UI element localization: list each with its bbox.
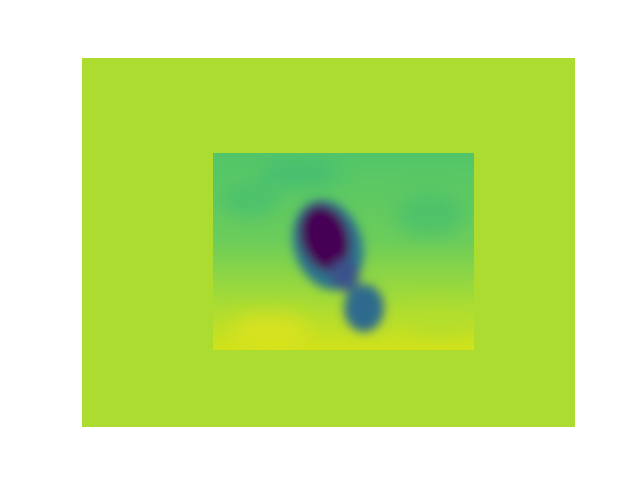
patch xyxy=(220,182,280,218)
patch xyxy=(395,193,465,237)
blob-tail xyxy=(344,284,384,332)
blob xyxy=(292,200,384,332)
heatmap xyxy=(213,153,474,350)
patch xyxy=(410,304,470,336)
patch xyxy=(260,160,340,190)
texture xyxy=(220,160,470,348)
blob-core xyxy=(299,204,351,272)
patch xyxy=(230,312,310,348)
blob-neck xyxy=(331,259,359,291)
